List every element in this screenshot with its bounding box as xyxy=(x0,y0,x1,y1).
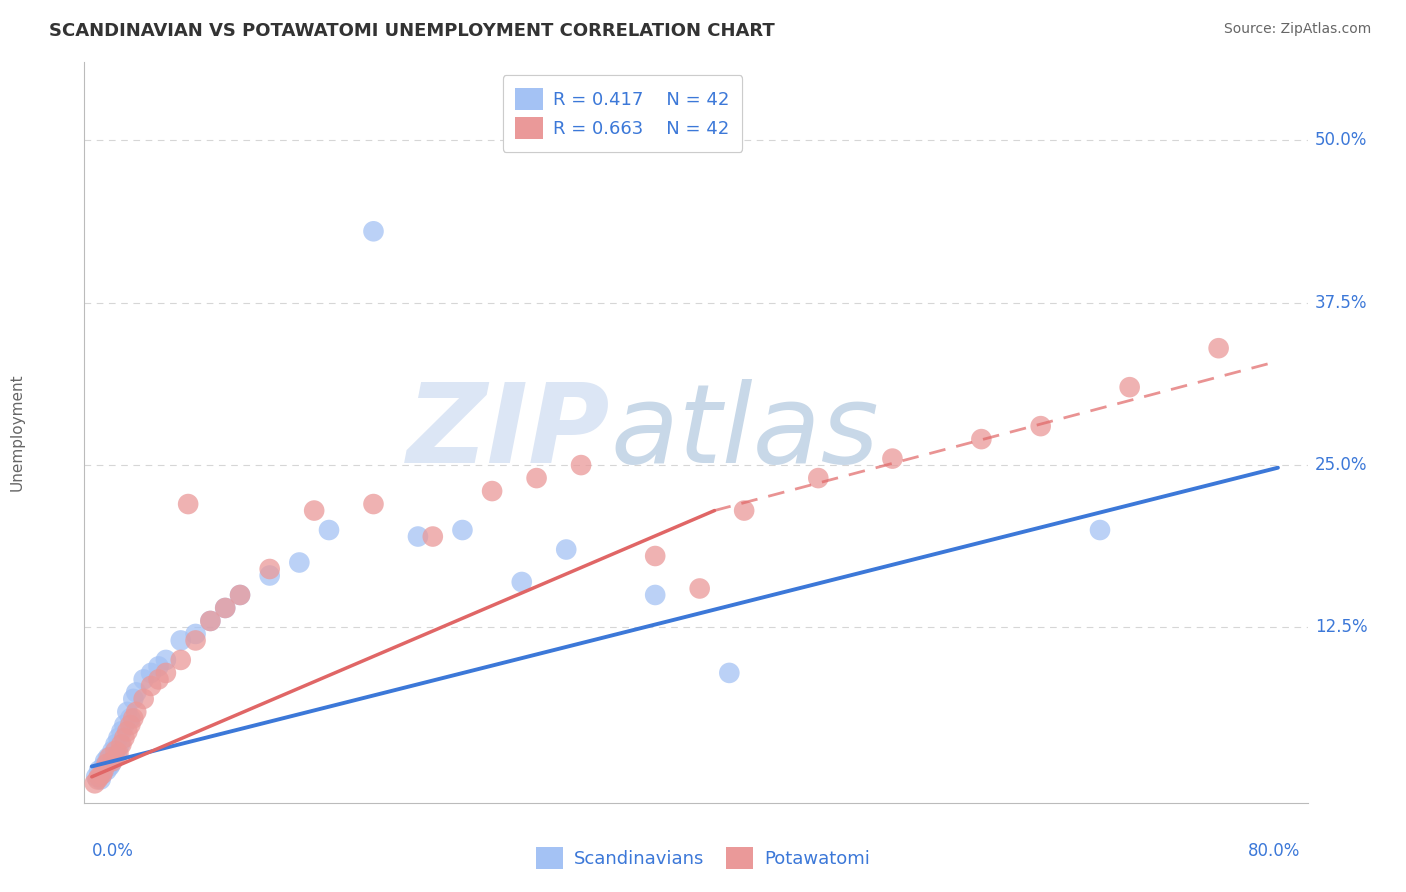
Point xyxy=(214,601,236,615)
Point xyxy=(93,759,115,773)
Point xyxy=(91,767,114,781)
Point xyxy=(93,764,115,778)
Point xyxy=(184,627,207,641)
Point xyxy=(807,471,830,485)
Point xyxy=(229,588,252,602)
Point xyxy=(1029,419,1052,434)
Point xyxy=(451,523,474,537)
Point xyxy=(108,737,131,751)
Text: 0.0%: 0.0% xyxy=(91,842,134,860)
Point xyxy=(200,614,222,628)
Point xyxy=(318,523,340,537)
Point xyxy=(86,772,108,787)
Point xyxy=(970,432,993,446)
Point xyxy=(125,685,148,699)
Point xyxy=(112,731,135,745)
Point xyxy=(526,471,548,485)
Point xyxy=(148,673,170,687)
Point xyxy=(288,556,311,570)
Point xyxy=(105,747,128,761)
Point xyxy=(882,451,904,466)
Legend: Scandinavians, Potawatomi: Scandinavians, Potawatomi xyxy=(529,839,877,876)
Point xyxy=(117,705,139,719)
Point xyxy=(110,737,132,751)
Point xyxy=(148,659,170,673)
Point xyxy=(718,665,741,680)
Point xyxy=(170,653,193,667)
Point xyxy=(184,633,207,648)
Point xyxy=(125,705,148,719)
Point xyxy=(103,750,125,764)
Point xyxy=(122,711,145,725)
Point xyxy=(733,503,755,517)
Text: 25.0%: 25.0% xyxy=(1315,456,1368,474)
Point xyxy=(122,692,145,706)
Point xyxy=(107,747,129,761)
Text: 12.5%: 12.5% xyxy=(1315,618,1368,637)
Point xyxy=(84,770,107,784)
Point xyxy=(104,744,127,758)
Point xyxy=(101,754,124,768)
Legend: R = 0.417    N = 42, R = 0.663    N = 42: R = 0.417 N = 42, R = 0.663 N = 42 xyxy=(503,75,742,152)
Point xyxy=(155,653,177,667)
Point xyxy=(90,772,112,787)
Point xyxy=(689,582,711,596)
Point xyxy=(97,750,120,764)
Point xyxy=(120,711,142,725)
Point xyxy=(89,770,111,784)
Point xyxy=(229,588,252,602)
Point xyxy=(1118,380,1140,394)
Point xyxy=(104,737,127,751)
Point xyxy=(155,665,177,680)
Point xyxy=(422,529,444,543)
Point xyxy=(555,542,578,557)
Point xyxy=(1088,523,1111,537)
Point xyxy=(481,484,503,499)
Point xyxy=(510,574,533,589)
Point xyxy=(120,718,142,732)
Text: atlas: atlas xyxy=(610,379,879,486)
Text: Source: ZipAtlas.com: Source: ZipAtlas.com xyxy=(1223,22,1371,37)
Point xyxy=(91,767,114,781)
Point xyxy=(139,665,162,680)
Text: Unemployment: Unemployment xyxy=(10,374,24,491)
Point xyxy=(107,731,129,745)
Point xyxy=(363,224,385,238)
Point xyxy=(1208,341,1230,355)
Point xyxy=(644,588,666,602)
Point xyxy=(98,750,121,764)
Point xyxy=(644,549,666,563)
Point xyxy=(139,679,162,693)
Text: 37.5%: 37.5% xyxy=(1315,293,1368,311)
Point xyxy=(96,756,118,771)
Point xyxy=(200,614,222,628)
Point xyxy=(132,692,155,706)
Point xyxy=(83,776,105,790)
Point xyxy=(406,529,429,543)
Point xyxy=(100,756,122,771)
Text: ZIP: ZIP xyxy=(406,379,610,486)
Point xyxy=(214,601,236,615)
Point xyxy=(101,744,124,758)
Point xyxy=(177,497,200,511)
Point xyxy=(89,764,111,778)
Point xyxy=(98,759,121,773)
Text: 80.0%: 80.0% xyxy=(1247,842,1301,860)
Point xyxy=(170,633,193,648)
Point xyxy=(569,458,592,472)
Point xyxy=(112,718,135,732)
Point xyxy=(302,503,325,517)
Point xyxy=(110,724,132,739)
Point xyxy=(132,673,155,687)
Text: SCANDINAVIAN VS POTAWATOMI UNEMPLOYMENT CORRELATION CHART: SCANDINAVIAN VS POTAWATOMI UNEMPLOYMENT … xyxy=(49,22,775,40)
Point xyxy=(94,754,117,768)
Point xyxy=(363,497,385,511)
Point xyxy=(259,568,281,582)
Point xyxy=(117,724,139,739)
Text: 50.0%: 50.0% xyxy=(1315,131,1368,149)
Point xyxy=(259,562,281,576)
Point xyxy=(96,764,118,778)
